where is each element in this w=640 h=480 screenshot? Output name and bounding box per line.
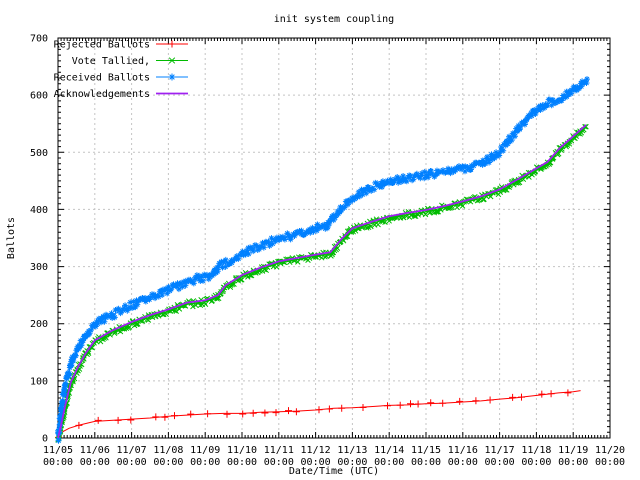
legend-label: Acknowledgements: [54, 89, 150, 100]
x-tick-label-date: 11/18: [521, 445, 551, 456]
legend-sample-marker: [168, 73, 176, 81]
chart-title: init system coupling: [274, 14, 394, 25]
x-tick-label-date: 11/14: [374, 445, 404, 456]
x-tick-label-time: 00:00: [448, 457, 478, 468]
x-tick-label-date: 11/16: [448, 445, 478, 456]
x-tick-label-date: 11/12: [301, 445, 331, 456]
x-tick-label-time: 00:00: [43, 457, 73, 468]
y-tick-label: 300: [30, 262, 48, 273]
x-tick-label-time: 00:00: [227, 457, 257, 468]
x-tick-label-date: 11/06: [80, 445, 110, 456]
legend-sample-marker: [168, 40, 176, 48]
legend-sample-marker: [168, 57, 176, 64]
y-tick-label: 200: [30, 319, 48, 330]
y-tick-labels: 0 100 200 300 400 500 600 700: [30, 34, 48, 445]
x-tick-label-date: 11/05: [43, 445, 73, 456]
x-tick-label-time: 00:00: [337, 457, 367, 468]
x-tick-label-date: 11/17: [485, 445, 515, 456]
legend: Rejected Ballots Vote Tallied, Received Ba…: [54, 40, 188, 100]
x-tick-label-time: 00:00: [190, 457, 220, 468]
x-tick-label-time: 00:00: [117, 457, 147, 468]
x-tick-label-date: 11/11: [264, 445, 294, 456]
series-rejected-ballots: [55, 389, 581, 441]
x-tick-label-date: 11/20: [595, 445, 625, 456]
x-tick-label-time: 00:00: [153, 457, 183, 468]
series-vote-tallied: [55, 123, 589, 443]
gridlines: [58, 38, 610, 438]
x-tick-label-date: 11/09: [190, 445, 220, 456]
series-acknowledgements: [57, 124, 587, 439]
x-tick-label-date: 11/08: [153, 445, 183, 456]
x-tick-label-time: 00:00: [264, 457, 294, 468]
y-tick-label: 100: [30, 376, 48, 387]
x-tick-label-date: 11/10: [227, 445, 257, 456]
x-tick-label-time: 00:00: [301, 457, 331, 468]
x-tick-label-time: 00:00: [595, 457, 625, 468]
legend-label: Vote Tallied,: [72, 56, 150, 67]
x-tick-label-date: 11/07: [117, 445, 147, 456]
x-tick-label-time: 00:00: [80, 457, 110, 468]
x-tick-label-date: 11/19: [558, 445, 588, 456]
x-tick-label-time: 00:00: [485, 457, 515, 468]
legend-label: Received Ballots: [54, 73, 150, 84]
x-tick-label-date: 11/15: [411, 445, 441, 456]
y-axis-label: Ballots: [6, 217, 17, 259]
y-tick-label: 400: [30, 205, 48, 216]
legend-item-received-ballots: Received Ballots: [54, 73, 188, 84]
legend-label: Rejected Ballots: [54, 40, 150, 51]
x-tick-label-time: 00:00: [411, 457, 441, 468]
legend-item-vote-tallied: Vote Tallied,: [72, 56, 188, 67]
x-tick-label-time: 00:00: [558, 457, 588, 468]
x-tick-label-time: 00:00: [521, 457, 551, 468]
legend-item-acknowledgements: Acknowledgements: [54, 89, 188, 100]
y-tick-label: 0: [42, 434, 48, 445]
legend-item-rejected-ballots: Rejected Ballots: [54, 40, 188, 51]
series-received-ballots: [55, 76, 590, 444]
y-tick-label: 700: [30, 34, 48, 45]
x-tick-label-date: 11/13: [337, 445, 367, 456]
x-axis-label: Date/Time (UTC): [289, 466, 379, 477]
y-tick-label: 600: [30, 91, 48, 102]
x-tick-label-time: 00:00: [374, 457, 404, 468]
y-tick-label: 500: [30, 148, 48, 159]
x-tick-labels: 11/0500:0011/0600:0011/0700:0011/0800:00…: [43, 445, 625, 468]
